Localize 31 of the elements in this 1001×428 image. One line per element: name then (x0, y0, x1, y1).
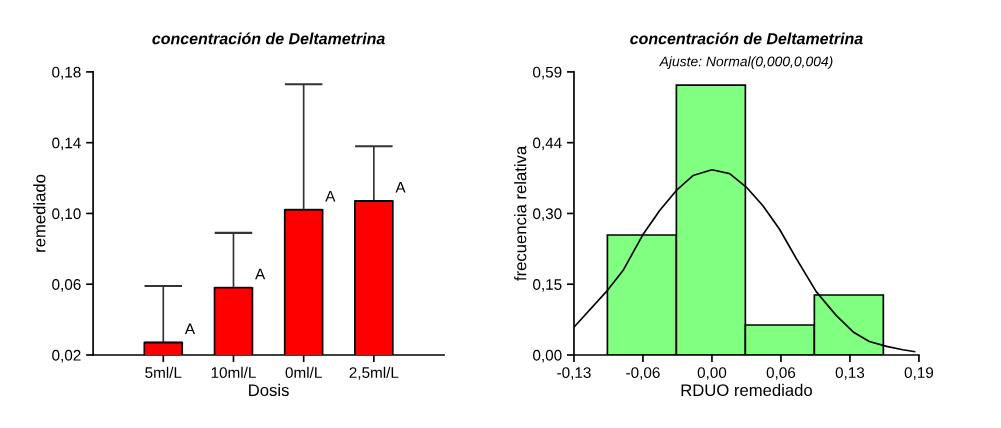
y-axis-title: remediado (33, 174, 46, 252)
y-tick-label: 0,59 (533, 66, 562, 80)
data-label: A (325, 190, 336, 202)
y-tick-label: 0,15 (533, 279, 562, 292)
chart-title: concentración de Deltametrina (152, 32, 385, 45)
data-label: A (395, 182, 406, 193)
data-label: A (184, 323, 196, 335)
x-axis-title: Dosis (249, 383, 289, 397)
data-label: A (255, 268, 266, 280)
x-tick-label: 0,19 (904, 367, 934, 380)
x-axis-title: RDUO remediado (681, 383, 812, 397)
y-tick-label: 0,10 (52, 208, 81, 221)
x-tick-label: -0,13 (557, 367, 591, 380)
y-tick-label: 0,18 (52, 66, 81, 80)
y-tick-label: 0,14 (52, 137, 81, 151)
x-tick-label: 2,5ml/L (349, 366, 399, 380)
y-tick-label: 0,00 (533, 349, 562, 363)
y-tick-label: 0,44 (533, 137, 562, 151)
x-tick-label: -0,06 (626, 367, 660, 380)
x-tick-label: 0ml/L (285, 366, 322, 379)
x-tick-label: 0,13 (835, 367, 865, 380)
chart-title: concentración de Deltametrina (630, 32, 863, 45)
y-tick-label: 0,30 (533, 208, 562, 221)
x-tick-label: 0,06 (766, 367, 796, 380)
x-tick-label: 0,00 (697, 367, 727, 380)
y-tick-label: 0,06 (52, 279, 81, 292)
y-axis-title: frecuencia relativa (514, 145, 527, 281)
chart-subtitle: Ajuste: Normal(0,000,0,004) (658, 56, 833, 70)
x-tick-label: 10ml/L (211, 366, 256, 379)
y-tick-label: 0,02 (52, 349, 81, 363)
x-tick-label: 5ml/L (145, 366, 182, 379)
